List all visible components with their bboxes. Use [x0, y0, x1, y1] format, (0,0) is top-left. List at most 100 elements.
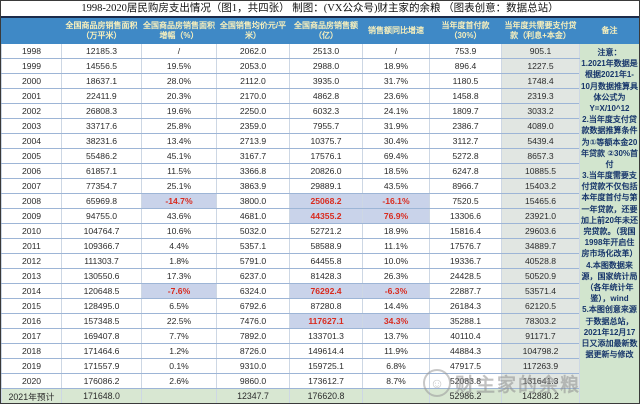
cell-growth: / — [141, 43, 217, 59]
table-row: 2000 18637.1 28.0% 2112.0 3935.0 31.7% 1180.5 1… — [1, 73, 640, 89]
cell-growth: 17.3% — [141, 268, 217, 284]
cell-sales: 10375.7 — [289, 133, 363, 149]
header-sales-area: 全国商品房销售面积（万平米） — [61, 18, 142, 44]
cell-area: 18637.1 — [61, 73, 142, 89]
table-row: 2016 157348.5 22.5% 7476.0 117627.1 34.3% 3528… — [1, 313, 640, 329]
cell-loan: 131641.3 — [501, 373, 580, 389]
cell-area: 65969.8 — [61, 193, 142, 209]
remarks-cell: 注意： 1.2021年数据是根据2021年1-10月数据推算具体公式为 Y=X/… — [579, 43, 639, 403]
cell-down: 47917.5 — [429, 358, 502, 374]
header-sales-yoy: 销售额同比增速 — [362, 18, 430, 44]
cell-down: 52083.8 — [429, 373, 502, 389]
cell-sales: 44355.2 — [289, 208, 363, 224]
cell-price: 2359.0 — [216, 118, 290, 134]
cell-growth: -7.6% — [141, 283, 217, 299]
cell-area: 109366.7 — [61, 238, 142, 254]
cell-down: 24428.5 — [429, 268, 502, 284]
cell-loan: 905.1 — [501, 43, 580, 59]
cell-price: 6324.0 — [216, 283, 290, 299]
cell-down: 22887.7 — [429, 283, 502, 299]
cell-growth: 25.1% — [141, 178, 217, 194]
cell-loan: 142880.2 — [501, 388, 580, 403]
cell-year: 2014 — [1, 283, 62, 299]
cell-area: 61857.1 — [61, 163, 142, 179]
cell-price: 3863.9 — [216, 178, 290, 194]
cell-growth: 13.4% — [141, 133, 217, 149]
cell-year: 2010 — [1, 223, 62, 239]
cell-yoy: 14.4% — [362, 298, 430, 314]
cell-year: 2017 — [1, 328, 62, 344]
cell-area: 157348.5 — [61, 313, 142, 329]
cell-yoy: 11.9% — [362, 343, 430, 359]
table-row: 2007 77354.7 25.1% 3863.9 29889.1 43.5% 8966.7… — [1, 178, 640, 194]
cell-yoy: / — [362, 43, 430, 59]
cell-yoy: 31.7% — [362, 73, 430, 89]
table-row: 2011 109366.7 4.4% 5357.1 58588.9 11.1% 17576.… — [1, 238, 640, 254]
cell-growth: 19.5% — [141, 58, 217, 74]
cell-loan: 53571.4 — [501, 283, 580, 299]
cell-yoy: 10.0% — [362, 253, 430, 269]
cell-yoy: 24.1% — [362, 103, 430, 119]
page-title: 1998-2020居民购房支出情况（图1，共四张） 制图：(VX公众号)财主家的… — [1, 1, 639, 18]
cell-area: 22411.9 — [61, 88, 142, 104]
cell-sales: 64455.8 — [289, 253, 363, 269]
cell-sales: 87280.8 — [289, 298, 363, 314]
cell-yoy: 18.9% — [362, 58, 430, 74]
cell-year: 2006 — [1, 163, 62, 179]
cell-year: 2007 — [1, 178, 62, 194]
cell-down: 753.9 — [429, 43, 502, 59]
cell-area: 128495.0 — [61, 298, 142, 314]
cell-area: 120648.5 — [61, 283, 142, 299]
cell-yoy: 30.4% — [362, 133, 430, 149]
cell-price: 2112.0 — [216, 73, 290, 89]
cell-growth: 43.6% — [141, 208, 217, 224]
cell-area: 169407.8 — [61, 328, 142, 344]
cell-yoy: 6.8% — [362, 358, 430, 374]
cell-sales: 133701.3 — [289, 328, 363, 344]
cell-price: 3366.8 — [216, 163, 290, 179]
cell-area: 33717.6 — [61, 118, 142, 134]
cell-year: 2020 — [1, 373, 62, 389]
cell-sales: 7955.7 — [289, 118, 363, 134]
cell-loan: 8657.3 — [501, 148, 580, 164]
cell-price: 3167.7 — [216, 148, 290, 164]
cell-sales: 117627.1 — [289, 313, 363, 329]
cell-price: 2250.0 — [216, 103, 290, 119]
cell-down: 35288.1 — [429, 313, 502, 329]
table-row: 2014 120648.5 -7.6% 6324.0 76292.4 -6.3% 22887… — [1, 283, 640, 299]
table-row: 2002 26808.3 19.6% 2250.0 6032.3 24.1% 1809.7 3… — [1, 103, 640, 119]
cell-down: 1809.7 — [429, 103, 502, 119]
cell-price: 2062.0 — [216, 43, 290, 59]
cell-year: 2008 — [1, 193, 62, 209]
cell-sales: 58588.9 — [289, 238, 363, 254]
cell-area: 26808.3 — [61, 103, 142, 119]
table-header: 全国商品房销售面积（万平米） 全国商品房销售面积 增幅（%） 全国销售均价元/平… — [1, 18, 639, 44]
cell-loan: 34889.7 — [501, 238, 580, 254]
cell-yoy: 18.9% — [362, 223, 430, 239]
cell-year: 2009 — [1, 208, 62, 224]
cell-price: 4681.0 — [216, 208, 290, 224]
cell-price: 9860.0 — [216, 373, 290, 389]
cell-yoy: 23.6% — [362, 88, 430, 104]
cell-loan: 50520.9 — [501, 268, 580, 284]
cell-price: 5357.1 — [216, 238, 290, 254]
table-row: 2018 171464.6 1.2% 8726.0 149614.4 11.9% 44884… — [1, 343, 640, 359]
cell-year: 2001 — [1, 88, 62, 104]
cell-sales: 52721.2 — [289, 223, 363, 239]
cell-year: 2000 — [1, 73, 62, 89]
cell-area: 171557.9 — [61, 358, 142, 374]
table-row: 2004 38231.6 13.4% 2713.9 10375.7 30.4% 3112.7… — [1, 133, 640, 149]
cell-loan: 1748.4 — [501, 73, 580, 89]
cell-price: 2053.0 — [216, 58, 290, 74]
table-body: 1998 12185.3/2062.0 2513.0/753.9 905.1 注意： 1… — [1, 43, 640, 403]
table-row: 2013 130550.6 17.3% 6237.0 81428.3 26.3% 24428… — [1, 268, 640, 284]
cell-loan: 2319.3 — [501, 88, 580, 104]
cell-sales: 6032.3 — [289, 103, 363, 119]
cell-price: 8726.0 — [216, 343, 290, 359]
cell-area: 55486.2 — [61, 148, 142, 164]
cell-year: 2012 — [1, 253, 62, 269]
cell-sales: 25068.2 — [289, 193, 363, 209]
table-row: 2012 111303.7 1.8% 5791.0 64455.8 10.0% 19336.… — [1, 253, 640, 269]
cell-year: 2019 — [1, 358, 62, 374]
